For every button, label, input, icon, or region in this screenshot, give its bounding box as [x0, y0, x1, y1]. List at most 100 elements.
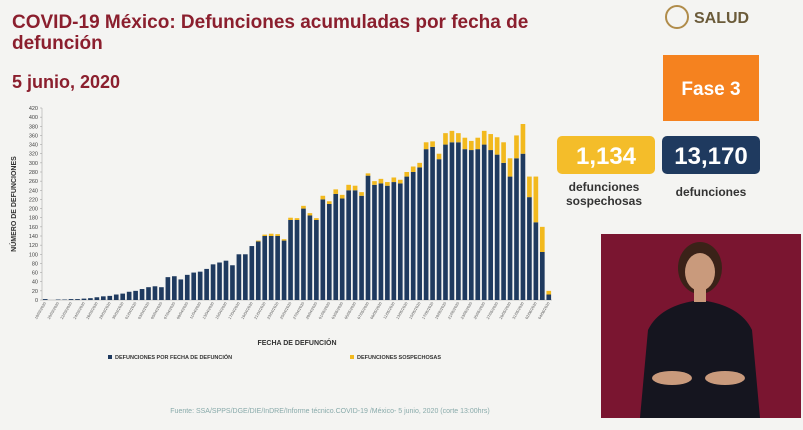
bar-segment: [417, 167, 422, 300]
bar-segment: [501, 142, 506, 163]
bar-segment: [508, 158, 513, 176]
bar-segment: [146, 287, 151, 300]
bar-segment: [443, 133, 448, 144]
bar-segment: [366, 176, 371, 300]
y-tick-label: 160: [29, 225, 38, 231]
bar-segment: [140, 289, 145, 300]
bar-segment: [262, 236, 267, 300]
bar-segment: [546, 295, 551, 300]
bar-segment: [166, 277, 171, 300]
suspected-value: 1,134: [576, 143, 637, 170]
y-tick-label: 300: [29, 161, 38, 167]
bar-segment: [359, 192, 364, 196]
legend-swatch: [108, 355, 112, 359]
interpreter-face: [685, 253, 715, 291]
bar-segment: [392, 182, 397, 300]
bar-segment: [540, 227, 545, 252]
bar-segment: [269, 236, 274, 300]
bar-segment: [127, 292, 132, 300]
bar-segment: [172, 276, 177, 300]
y-tick-label: 20: [32, 289, 38, 295]
bar-segment: [482, 145, 487, 300]
bar-segment: [430, 147, 435, 300]
interpreter-neck: [694, 288, 706, 302]
bar-segment: [469, 141, 474, 150]
suspected-label: defunciones: [569, 180, 640, 194]
bar-segment: [521, 154, 526, 300]
bar-segment: [546, 291, 551, 295]
suspected-label: sospechosas: [566, 194, 642, 208]
bar-segment: [69, 299, 74, 300]
bar-segment: [534, 177, 539, 223]
bar-segment: [288, 218, 293, 220]
bar-segment: [178, 279, 183, 300]
bar-segment: [450, 131, 455, 142]
y-tick-label: 180: [29, 216, 38, 222]
bar-segment: [133, 291, 138, 300]
bar-segment: [404, 172, 409, 177]
interpreter-hands: [652, 371, 692, 385]
bar-segment: [314, 220, 319, 300]
bar-segment: [237, 254, 242, 300]
bar-segment: [437, 159, 442, 300]
bar-segment: [443, 145, 448, 300]
bar-segment: [366, 173, 371, 175]
y-tick-label: 360: [29, 133, 38, 139]
bar-segment: [82, 299, 87, 300]
bar-segment: [101, 296, 106, 300]
bar-segment: [501, 163, 506, 300]
bar-segment: [301, 209, 306, 300]
bar-segment: [320, 196, 325, 200]
bar-segment: [482, 131, 487, 145]
confirmed-value: 13,170: [674, 143, 747, 170]
bar-segment: [224, 261, 229, 300]
y-tick-label: 400: [29, 115, 38, 121]
y-tick-label: 40: [32, 280, 38, 286]
y-tick-label: 140: [29, 234, 38, 240]
title-line: COVID-19 México: Defunciones acumuladas …: [12, 12, 528, 33]
bar-segment: [450, 142, 455, 300]
bar-segment: [75, 299, 80, 300]
legend-swatch: [350, 355, 354, 359]
bar-segment: [320, 199, 325, 300]
y-tick-label: 320: [29, 152, 38, 158]
interpreter-panel: [601, 234, 801, 418]
bar-segment: [534, 222, 539, 300]
bar-segment: [514, 135, 519, 158]
bar-segment: [346, 185, 351, 190]
title-line: defunción: [12, 33, 103, 54]
bar-segment: [275, 234, 280, 236]
bar-segment: [385, 182, 390, 186]
bar-segment: [308, 213, 313, 215]
legend-label: DEFUNCIONES POR FECHA DE DEFUNCIÓN: [115, 353, 232, 361]
bar-segment: [430, 141, 435, 146]
bar-segment: [456, 142, 461, 300]
source: Fuente: SSA/SPPS/DGE/DIE/InDRE/Informe t…: [170, 408, 489, 415]
bar-segment: [262, 235, 267, 236]
bar-segment: [308, 215, 313, 300]
bar-segment: [398, 183, 403, 300]
bar-segment: [495, 155, 500, 300]
bar-segment: [463, 149, 468, 300]
bar-segment: [417, 163, 422, 168]
bar-segment: [288, 220, 293, 300]
bar-segment: [333, 189, 338, 194]
bar-segment: [282, 241, 287, 300]
bar-segment: [204, 269, 209, 300]
bar-segment: [301, 206, 306, 209]
bar-segment: [379, 179, 384, 184]
y-axis-title: NÚMERO DE DEFUNCIONES: [9, 156, 18, 252]
logo: SALUD: [694, 10, 749, 27]
bar-segment: [488, 150, 493, 300]
bar-segment: [230, 265, 235, 300]
bar-segment: [411, 172, 416, 300]
bar-segment: [256, 241, 261, 300]
bar-segment: [243, 254, 248, 300]
y-tick-label: 280: [29, 170, 38, 176]
bar-segment: [198, 272, 203, 300]
bar-segment: [217, 263, 222, 300]
bar-segment: [488, 134, 493, 150]
bar-segment: [340, 199, 345, 300]
